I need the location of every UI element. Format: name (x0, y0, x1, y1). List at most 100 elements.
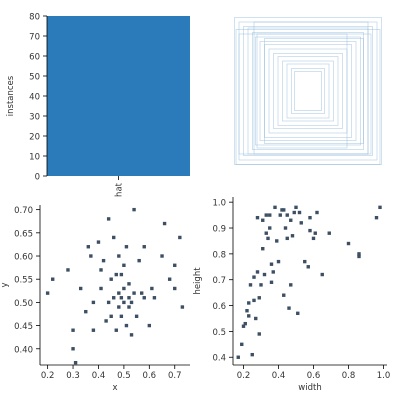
scatter-point (261, 246, 265, 251)
scatter-point (247, 314, 251, 318)
y-tick-label: 50 (29, 73, 40, 83)
scatter-point (378, 205, 382, 210)
scatter-point (99, 286, 103, 291)
scatter-point (315, 210, 319, 215)
scatter-point (84, 309, 88, 314)
x-tick-labels: 0.2 0.4 0.6 0.8 1.0 (237, 365, 391, 381)
scatter-point (150, 286, 154, 291)
y-tick-label: 70 (29, 33, 40, 43)
x-tick-label: 1.0 (377, 371, 391, 381)
scatter-point (127, 305, 131, 309)
scatter-point (132, 291, 136, 295)
scatter-point (292, 210, 296, 215)
y-tick-label: 0.60 (14, 253, 33, 263)
bounding-box (247, 27, 369, 155)
scatter-point (137, 258, 141, 263)
scatter-point (142, 245, 146, 249)
scatter-point (139, 291, 144, 295)
instances-bar-panel: 0 10 20 30 40 50 60 70 80 instances hat (6, 13, 190, 197)
scatter-point (255, 270, 260, 274)
scatter-point (106, 217, 111, 221)
scatter-points (236, 205, 382, 359)
bounding-box (286, 63, 330, 119)
scatter-point (285, 213, 289, 217)
scatter-point (285, 236, 289, 241)
scatter-point (278, 213, 282, 217)
bounding-boxes-panel (234, 17, 382, 165)
y-tick-label: 1.0 (212, 199, 226, 209)
scatter-point (101, 258, 106, 263)
scatter-point (51, 277, 55, 281)
scatter-point (327, 231, 331, 235)
scatter-point (173, 286, 177, 291)
y-tick-labels: 0.4 0.5 0.6 0.7 0.8 0.9 1.0 (212, 199, 233, 364)
scatter-point (45, 291, 50, 295)
scatter-point (264, 213, 268, 217)
scatter-point (276, 259, 281, 264)
bar-hat (47, 16, 190, 176)
y-tick-label: 40 (29, 93, 40, 103)
y-tick-labels: 0.40 0.45 0.50 0.55 0.60 0.65 0.70 (14, 206, 40, 355)
x-axis-label: width (298, 383, 321, 393)
scatter-point (243, 321, 247, 326)
scatter-point (119, 296, 124, 300)
scatter-point (269, 262, 274, 266)
scatter-point (241, 324, 246, 328)
scatter-point (109, 314, 113, 319)
bounding-box (294, 71, 322, 111)
x-tick-label: 0.4 (272, 371, 286, 381)
scatter-point (266, 236, 270, 241)
y-tick-labels: 0 10 20 30 40 50 60 70 80 (29, 13, 47, 183)
scatter-point (86, 245, 91, 249)
scatter-point (112, 235, 116, 240)
scatter-point (122, 286, 126, 291)
x-tick-label: 0.2 (41, 371, 55, 381)
scatter-point (290, 234, 295, 238)
bounding-box (268, 48, 348, 134)
y-tick-label: 0.65 (14, 229, 33, 239)
scatter-point (261, 218, 265, 222)
y-tick-label: 0.9 (212, 225, 226, 235)
scatter-point (254, 316, 258, 321)
scatter-point (99, 268, 103, 272)
scatter-point (127, 296, 131, 300)
scatter-point (257, 296, 261, 300)
scatter-point (236, 355, 240, 359)
scatter-point (282, 293, 286, 297)
scatter-point (257, 332, 261, 336)
scatter-point (294, 205, 298, 210)
bounding-box (256, 33, 348, 149)
scatter-point (71, 347, 75, 351)
scatter-point (78, 286, 83, 291)
y-tick-label: 0.8 (212, 250, 226, 260)
x-tick-label: 0.4 (92, 371, 106, 381)
x-axis-label: x (112, 383, 117, 393)
y-tick-label: 20 (29, 133, 40, 143)
scatter-point (252, 275, 256, 279)
scatter-point (346, 241, 351, 246)
scatter-point (66, 268, 70, 272)
scatter-point (109, 277, 113, 281)
bounding-box (273, 53, 343, 129)
scatter-point (271, 270, 275, 274)
bounding-box (277, 56, 339, 126)
scatter-point (252, 298, 256, 303)
scatter-point (268, 213, 272, 217)
scatter-point (122, 263, 126, 267)
bounding-box (264, 38, 364, 144)
scatter-point (104, 319, 108, 323)
scatter-point (129, 333, 134, 337)
scatter-point (282, 208, 286, 212)
scatter-point (127, 282, 131, 286)
scatter-point (122, 300, 126, 305)
scatter-points (45, 207, 185, 365)
y-tick-label: 0.70 (14, 206, 33, 216)
scatter-point (91, 328, 96, 332)
scatter-point (250, 352, 254, 357)
scatter-point (180, 305, 185, 309)
scatter-point (162, 221, 167, 226)
y-tick-label: 60 (29, 53, 40, 63)
x-tick-label: 0.5 (117, 371, 131, 381)
width-height-scatter-panel: 0.2 0.4 0.6 0.8 1.0 0.4 0.5 0.6 0.7 0.8 0.9 1.0 wi… (193, 197, 390, 393)
